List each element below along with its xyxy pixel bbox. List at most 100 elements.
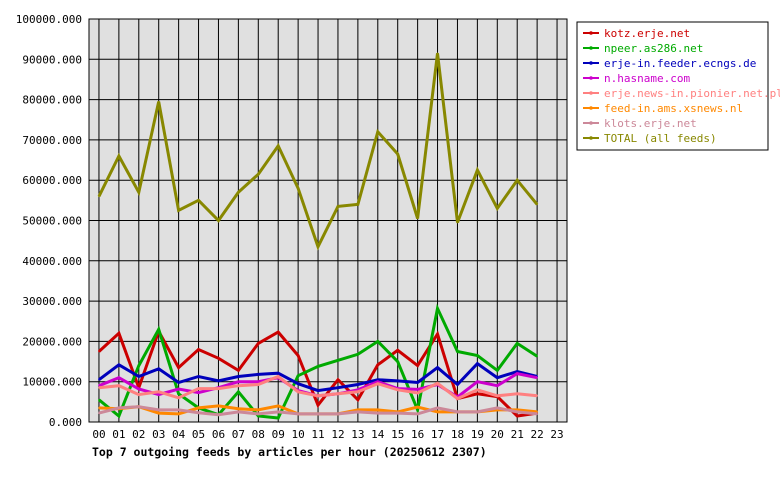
legend-label: npeer.as286.net: [604, 42, 703, 55]
data-point: [357, 390, 359, 393]
data-point: [297, 187, 299, 190]
data-point: [98, 195, 100, 198]
data-point: [217, 387, 220, 390]
data-point: [536, 376, 538, 379]
data-point: [436, 333, 439, 335]
data-point: [217, 380, 220, 382]
data-point: [416, 364, 419, 367]
legend-marker: [589, 31, 593, 35]
data-point: [376, 409, 379, 411]
data-point: [476, 388, 479, 391]
data-point: [496, 376, 499, 379]
data-point: [257, 383, 260, 386]
y-tick-label: 20000.000: [22, 335, 82, 348]
data-point: [197, 199, 200, 202]
legend-box: [576, 21, 769, 151]
data-point: [237, 384, 240, 387]
x-tick-label: 22: [531, 428, 544, 441]
data-point: [257, 342, 260, 345]
data-point: [137, 191, 140, 194]
data-point: [277, 405, 280, 407]
data-point: [157, 412, 160, 414]
legend-marker: [589, 91, 593, 95]
data-point: [197, 375, 200, 378]
y-tick-label: 50000.000: [22, 215, 82, 228]
x-tick-label: 23: [550, 428, 563, 441]
data-point: [98, 412, 100, 414]
data-point: [337, 386, 339, 389]
data-point: [177, 409, 180, 411]
x-tick-label: 11: [311, 428, 324, 441]
x-tick-label: 15: [391, 428, 404, 441]
data-point: [217, 357, 220, 360]
y-tick-label: 40000.000: [22, 255, 82, 268]
data-point: [317, 245, 319, 248]
data-point: [357, 399, 359, 401]
x-tick-label: 10: [292, 428, 305, 441]
x-tick-label: 14: [371, 428, 385, 441]
plot-frame: [88, 18, 568, 423]
data-point: [436, 382, 439, 385]
data-point: [98, 384, 100, 387]
data-point: [416, 381, 419, 384]
data-point: [237, 411, 240, 413]
data-point: [297, 354, 299, 357]
data-point: [237, 390, 240, 393]
data-point: [516, 372, 519, 375]
data-point: [197, 407, 200, 409]
data-point: [257, 380, 260, 383]
data-point: [536, 203, 538, 206]
data-point: [416, 413, 419, 415]
data-point: [476, 380, 479, 383]
data-point: [317, 404, 319, 406]
data-point: [476, 392, 479, 395]
x-tick-label: 21: [511, 428, 524, 441]
data-point: [197, 387, 200, 390]
data-point: [396, 360, 399, 363]
data-point: [177, 413, 180, 415]
data-point: [317, 395, 319, 397]
data-point: [277, 145, 280, 147]
data-point: [257, 173, 260, 175]
x-tick-label: 07: [232, 428, 245, 441]
data-point: [476, 169, 479, 171]
data-point: [277, 411, 280, 413]
x-axis-ticks: 00 01 02 03 04 05 06 07 08 09 10 11 12 13 14 15 16 17 18 19…: [92, 428, 563, 441]
data-point: [137, 388, 140, 390]
x-tick-label: 05: [192, 428, 205, 441]
data-point: [357, 203, 359, 206]
data-point: [98, 386, 100, 389]
data-point: [237, 407, 240, 410]
data-point: [416, 409, 419, 411]
data-point: [496, 407, 499, 409]
data-point: [337, 378, 339, 381]
data-point: [297, 390, 299, 393]
data-point: [357, 383, 359, 386]
x-tick-label: 09: [272, 428, 285, 441]
data-point: [157, 368, 160, 370]
data-point: [237, 380, 240, 383]
x-tick-label: 16: [411, 428, 424, 441]
data-point: [516, 370, 519, 373]
data-point: [98, 378, 100, 381]
x-tick-label: 06: [212, 428, 225, 441]
data-point: [456, 383, 459, 386]
y-axis-ticks: 0.000 10000.000 20000.000 30000.000 40000.00…: [16, 13, 82, 429]
data-point: [456, 350, 459, 353]
data-point: [456, 221, 459, 224]
data-point: [476, 411, 479, 413]
data-point: [157, 393, 160, 396]
data-point: [536, 395, 538, 397]
legend-label: feed-in.ams.xsnews.nl: [604, 102, 743, 115]
data-point: [197, 411, 200, 414]
data-point: [118, 415, 120, 417]
data-point: [396, 388, 399, 391]
legend-label: erje-in.feeder.ecngs.de: [604, 57, 756, 70]
data-point: [516, 415, 519, 417]
data-point: [357, 353, 359, 356]
data-point: [416, 406, 419, 408]
legend-marker: [589, 106, 593, 110]
y-tick-label: 80000.000: [22, 94, 82, 107]
data-point: [137, 364, 140, 367]
